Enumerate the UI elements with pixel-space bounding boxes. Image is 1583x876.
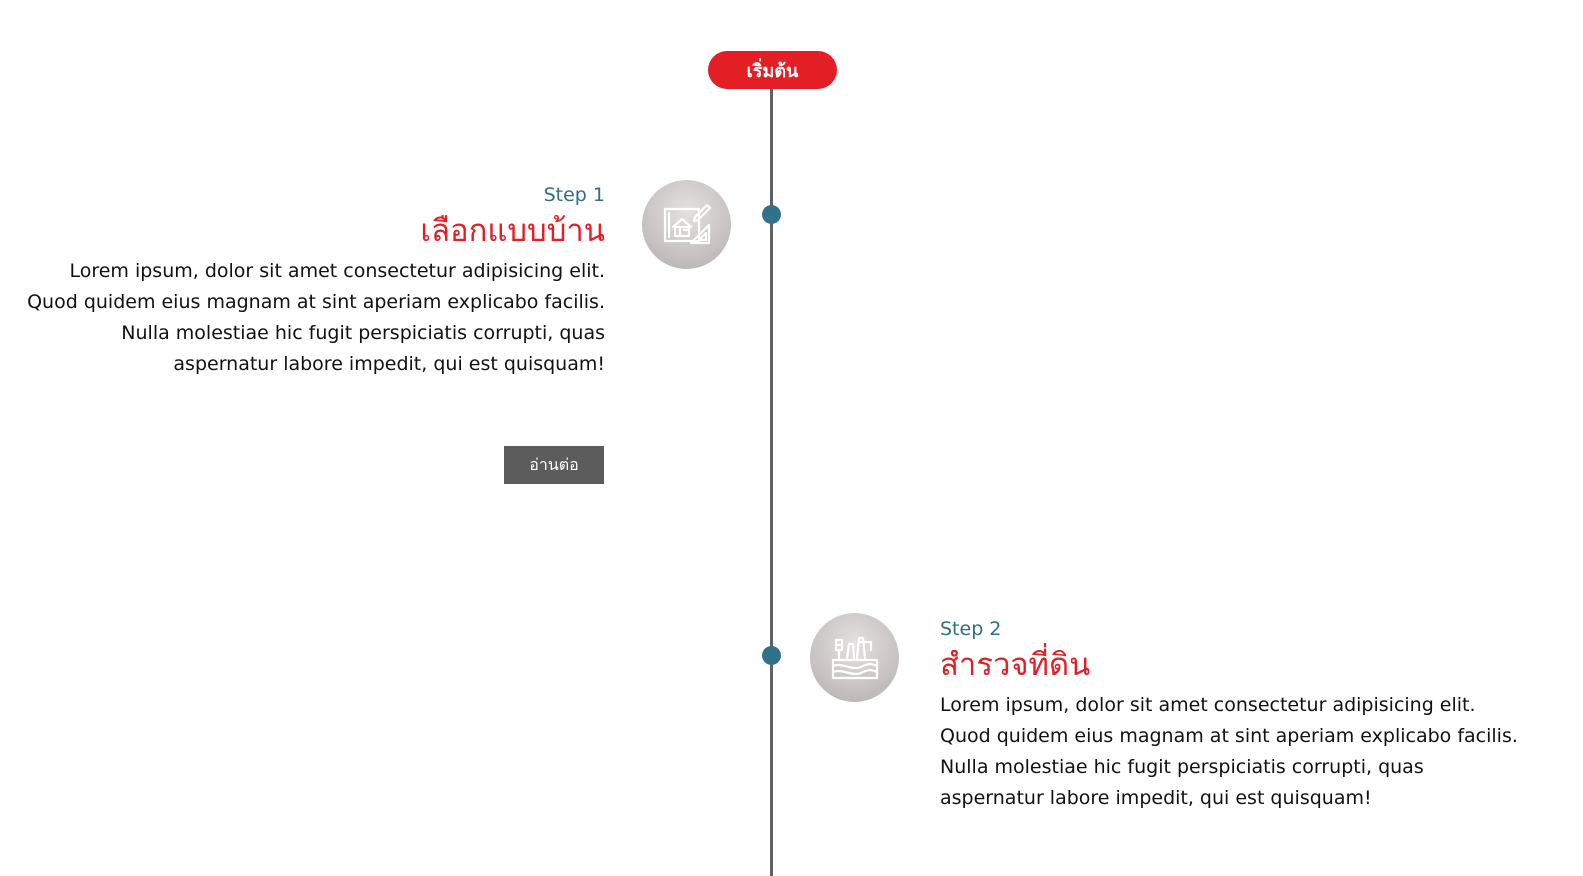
house-blueprint-icon bbox=[663, 203, 711, 244]
timeline-line bbox=[770, 80, 773, 876]
step-1-icon-badge bbox=[642, 180, 731, 269]
step-1-description: Lorem ipsum, dolor sit amet consectetur … bbox=[27, 260, 605, 375]
step-2-icon-badge bbox=[810, 613, 899, 702]
step-2-label: Step 2 bbox=[940, 618, 1002, 640]
step-1-title: เลือกแบบบ้าน bbox=[420, 213, 605, 249]
timeline-start-badge: เริ่มต้น bbox=[708, 51, 837, 89]
step-2-description: Lorem ipsum, dolor sit amet consectetur … bbox=[940, 694, 1518, 809]
step-1-content: Step 1 เลือกแบบบ้าน Lorem ipsum, dolor s… bbox=[20, 182, 605, 380]
step-1-label: Step 1 bbox=[543, 184, 605, 206]
step-2-content: Step 2 สำรวจที่ดิน Lorem ipsum, dolor si… bbox=[940, 616, 1530, 814]
timeline-dot-step-2 bbox=[762, 646, 781, 665]
timeline-dot-step-1 bbox=[762, 205, 781, 224]
step-1-read-more-button[interactable]: อ่านต่อ bbox=[504, 446, 604, 484]
land-survey-icon bbox=[831, 636, 878, 679]
step-2-title: สำรวจที่ดิน bbox=[940, 647, 1091, 683]
